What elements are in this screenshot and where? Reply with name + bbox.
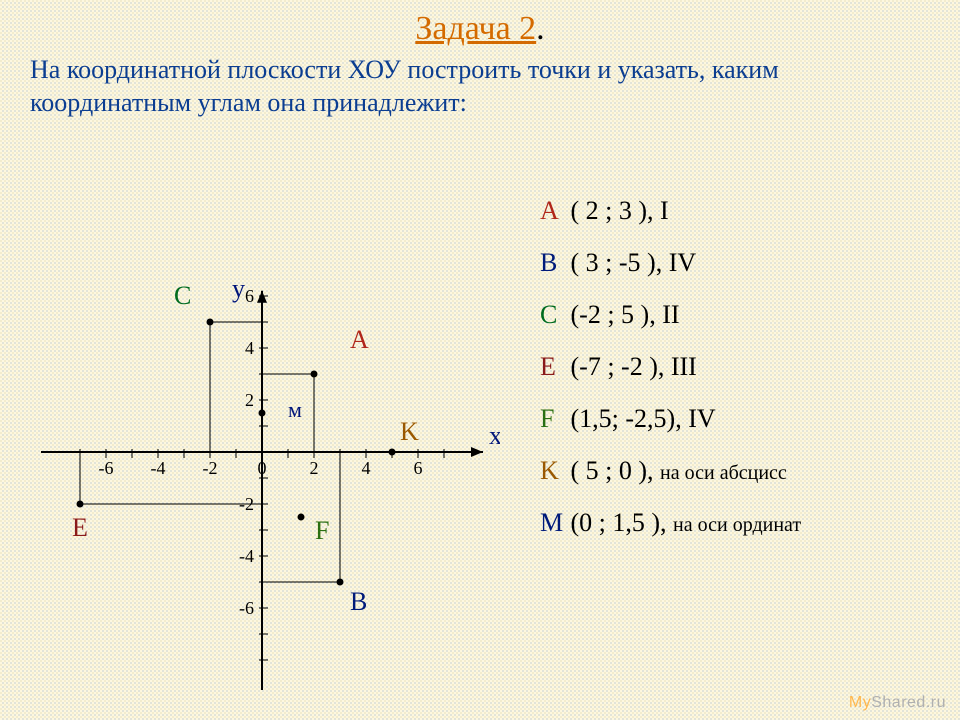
answer-coords: ( 2 ; 3 ), xyxy=(564,196,660,225)
answer-quadrant: IV xyxy=(669,248,696,277)
answer-quadrant: на оси абсцисс xyxy=(660,462,787,484)
svg-text:-6: -6 xyxy=(99,458,114,478)
point-label-K: K xyxy=(400,417,419,446)
point-label-C: C xyxy=(174,281,191,310)
svg-text:y: y xyxy=(232,274,245,303)
answer-quadrant: II xyxy=(662,300,679,329)
svg-text:-2: -2 xyxy=(203,458,218,478)
watermark-post: Shared.ru xyxy=(871,694,946,711)
svg-text:-6: -6 xyxy=(239,598,254,618)
point-label-F: F xyxy=(315,516,329,545)
watermark-pre: My xyxy=(849,694,871,711)
point-M xyxy=(259,410,266,417)
answer-coords: (-7 ; -2 ), xyxy=(564,352,671,381)
svg-text:x: x xyxy=(489,421,500,450)
answer-label: E xyxy=(540,352,564,382)
answer-label: K xyxy=(540,456,564,486)
answer-quadrant: IV xyxy=(688,404,715,433)
answer-label: M xyxy=(540,508,564,538)
svg-text:0: 0 xyxy=(258,458,267,478)
answer-coords: (1,5; -2,5), xyxy=(564,404,688,433)
point-K xyxy=(389,449,396,456)
point-label-B: B xyxy=(350,587,367,616)
answer-label: A xyxy=(540,196,564,226)
svg-text:2: 2 xyxy=(245,390,254,410)
answer-row: B ( 3 ; -5 ), IV xyxy=(540,248,801,278)
answer-label: C xyxy=(540,300,564,330)
page-title: Задача 2. xyxy=(0,0,960,48)
svg-text:2: 2 xyxy=(310,458,319,478)
point-C xyxy=(207,319,214,326)
point-A xyxy=(311,371,318,378)
point-label-E: E xyxy=(72,513,88,542)
answer-coords: (0 ; 1,5 ), xyxy=(564,508,673,537)
problem-statement: На координатной плоскости ХОУ построить … xyxy=(0,48,960,119)
title-main: Задача 2 xyxy=(415,10,536,47)
answer-quadrant: III xyxy=(671,352,697,381)
coordinate-plot: -6-4-20246246-2-4-6xyABCEFKм xyxy=(30,170,500,690)
answer-row: E (-7 ; -2 ), III xyxy=(540,352,801,382)
answer-coords: ( 3 ; -5 ), xyxy=(564,248,669,277)
answer-row: C (-2 ; 5 ), II xyxy=(540,300,801,330)
point-label-M: м xyxy=(288,397,302,422)
answer-quadrant: на оси ординат xyxy=(673,514,801,536)
point-B xyxy=(337,579,344,586)
answer-label: B xyxy=(540,248,564,278)
answer-row: A ( 2 ; 3 ), I xyxy=(540,196,801,226)
svg-text:6: 6 xyxy=(245,286,254,306)
answer-row: F (1,5; -2,5), IV xyxy=(540,404,801,434)
watermark: MyShared.ru xyxy=(849,694,946,712)
answer-label: F xyxy=(540,404,564,434)
svg-text:-2: -2 xyxy=(239,494,254,514)
answer-coords: (-2 ; 5 ), xyxy=(564,300,662,329)
svg-text:4: 4 xyxy=(245,338,254,358)
point-F xyxy=(298,514,305,521)
answer-quadrant: I xyxy=(660,196,669,225)
title-suffix: . xyxy=(536,10,545,47)
answer-row: K ( 5 ; 0 ), на оси абсцисс xyxy=(540,456,801,486)
point-E xyxy=(77,501,84,508)
answer-row: M (0 ; 1,5 ), на оси ординат xyxy=(540,508,801,538)
svg-text:-4: -4 xyxy=(151,458,166,478)
answer-coords: ( 5 ; 0 ), xyxy=(564,456,660,485)
svg-text:-4: -4 xyxy=(239,546,254,566)
point-label-A: A xyxy=(350,325,369,354)
answers-list: A ( 2 ; 3 ), I B ( 3 ; -5 ), IV C (-2 ; 5 … xyxy=(540,196,801,560)
svg-text:6: 6 xyxy=(414,458,423,478)
svg-text:4: 4 xyxy=(362,458,371,478)
